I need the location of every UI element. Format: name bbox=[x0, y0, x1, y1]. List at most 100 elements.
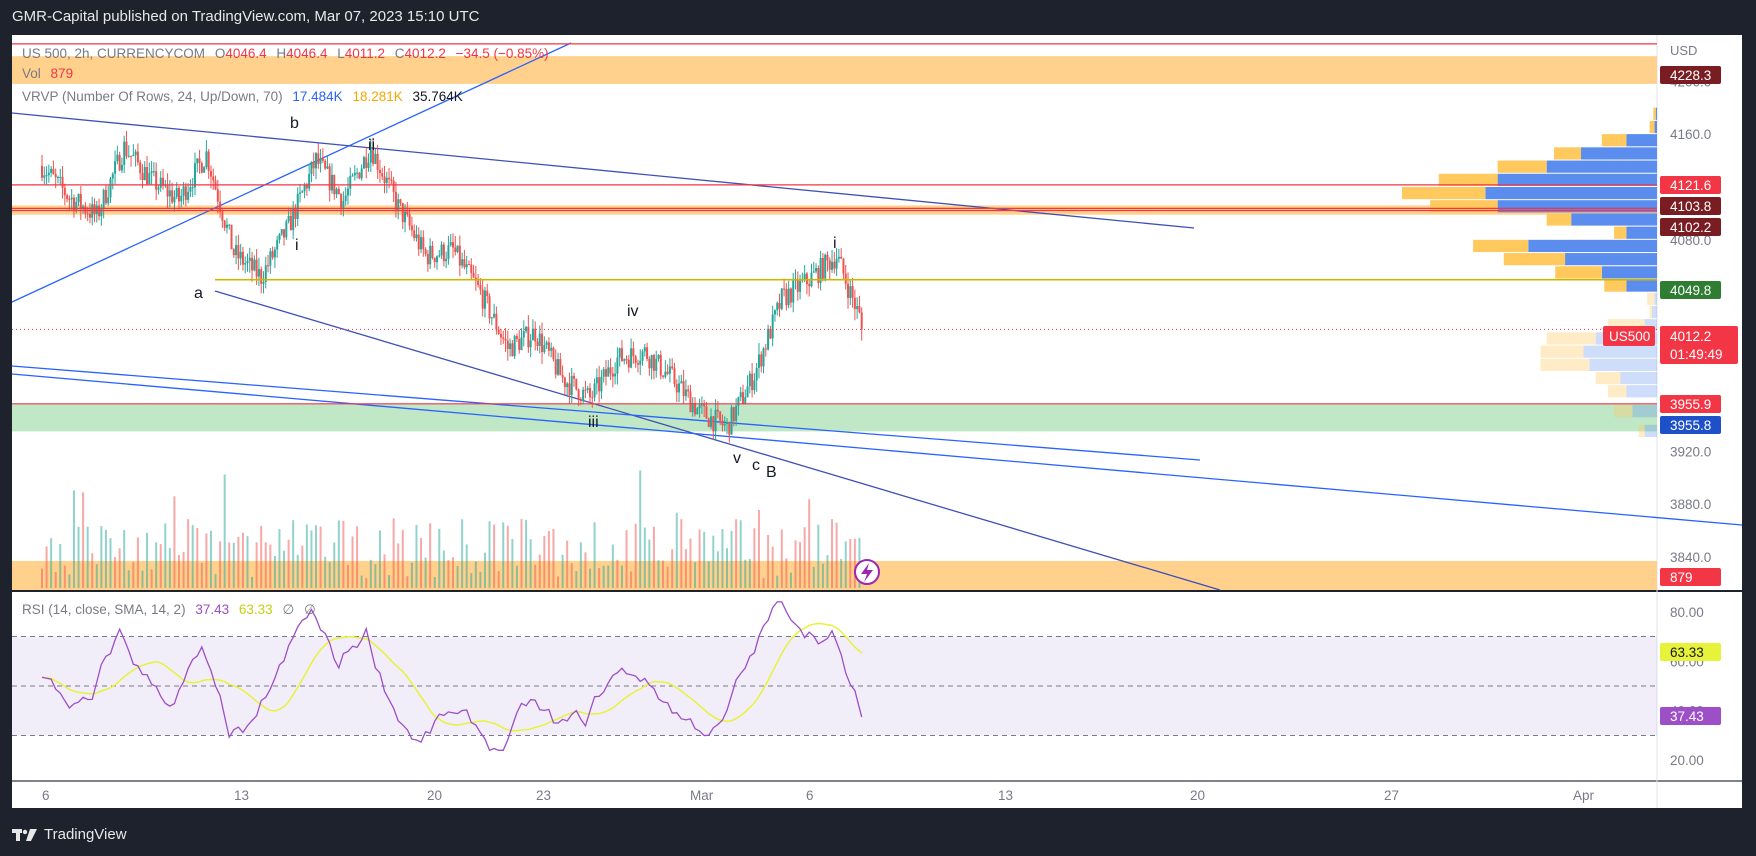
candle-body bbox=[566, 383, 569, 388]
low-value: 4011.2 bbox=[345, 46, 385, 61]
candle-body bbox=[356, 172, 359, 174]
candle-body bbox=[422, 237, 425, 250]
price-tag[interactable]: 3955.8 bbox=[1660, 416, 1721, 434]
candle-body bbox=[221, 211, 224, 221]
volume-tag-bg bbox=[1660, 568, 1721, 586]
candle-body bbox=[200, 163, 203, 173]
candle-body bbox=[257, 269, 260, 277]
candle-body bbox=[196, 158, 199, 164]
volume-bar bbox=[168, 548, 171, 588]
candle-body bbox=[436, 256, 439, 263]
vrvp-legend[interactable]: VRVP (Number Of Rows, 24, Up/Down, 70) 1… bbox=[22, 89, 463, 104]
volume-tag[interactable]: 879 bbox=[1660, 568, 1721, 586]
vp-row-down bbox=[1565, 253, 1657, 266]
price-tag[interactable]: 4228.3 bbox=[1660, 66, 1721, 84]
candle-body bbox=[796, 279, 799, 292]
trend-line[interactable] bbox=[11, 373, 1743, 526]
vp-row-up bbox=[1649, 305, 1653, 319]
volume-bar bbox=[461, 519, 464, 588]
candle-body bbox=[465, 264, 468, 268]
candle-body bbox=[678, 383, 681, 393]
candle-body bbox=[860, 312, 863, 330]
candle-body bbox=[162, 177, 165, 186]
price-tick: 3920.0 bbox=[1670, 444, 1711, 459]
volume-bar bbox=[675, 512, 678, 588]
current-price-tag[interactable]: US500 4012.2 01:49:49 bbox=[1603, 326, 1738, 364]
zone-volume-base[interactable] bbox=[12, 561, 1657, 590]
volume-bar bbox=[515, 565, 518, 588]
candle-body bbox=[531, 328, 534, 341]
rsi-legend[interactable]: RSI (14, close, SMA, 14, 2) 37.43 63.33 … bbox=[22, 602, 316, 617]
time-axis[interactable] bbox=[12, 782, 1742, 808]
volume-bar bbox=[442, 550, 445, 588]
candle-body bbox=[399, 199, 402, 204]
rsi-sma-line[interactable] bbox=[41, 622, 863, 732]
vp-row-up bbox=[1402, 186, 1486, 200]
candle-body bbox=[515, 336, 518, 339]
volume-bar bbox=[730, 531, 733, 588]
candle-body bbox=[157, 187, 160, 190]
candle-body bbox=[269, 251, 272, 266]
price-tag[interactable]: 4121.6 bbox=[1660, 176, 1721, 194]
time-tick: 13 bbox=[998, 788, 1013, 803]
price-tag[interactable]: 4102.2 bbox=[1660, 218, 1721, 236]
time-tick: 20 bbox=[1190, 788, 1205, 803]
rsi-tag-bg bbox=[1660, 707, 1721, 725]
volume-bar bbox=[465, 544, 468, 588]
rsi-tag[interactable]: 37.43 bbox=[1660, 707, 1721, 725]
vp-row-down bbox=[1626, 226, 1657, 239]
candle-body bbox=[52, 168, 55, 175]
vp-row-down bbox=[1655, 107, 1657, 120]
volume-bar bbox=[726, 548, 728, 588]
volume-label: Vol bbox=[22, 66, 41, 81]
candle-body bbox=[168, 190, 171, 197]
candle-body bbox=[557, 359, 560, 375]
candle-body bbox=[543, 344, 546, 353]
volume-bar bbox=[452, 557, 454, 588]
volume-legend[interactable]: Vol 879 bbox=[22, 66, 73, 81]
candle-body bbox=[792, 280, 795, 303]
rsi-extra-2: ∅ bbox=[304, 602, 316, 617]
rsi-line[interactable] bbox=[41, 601, 863, 752]
volume-bar bbox=[598, 567, 601, 588]
candle-body bbox=[267, 265, 270, 267]
trend-line[interactable] bbox=[214, 290, 1221, 591]
volume-bar bbox=[173, 496, 176, 588]
price-tick: 3840.0 bbox=[1670, 550, 1711, 565]
candle-body bbox=[623, 359, 626, 361]
volume-bar bbox=[821, 563, 824, 588]
candle-body bbox=[66, 195, 69, 199]
tradingview-logo[interactable]: TradingView bbox=[12, 826, 127, 843]
price-tag[interactable]: 4103.8 bbox=[1660, 197, 1721, 215]
candle-body bbox=[189, 187, 192, 192]
wave-label: a bbox=[194, 285, 203, 302]
vp-row-up bbox=[1604, 279, 1627, 292]
candle-body bbox=[467, 264, 470, 266]
close-label: C bbox=[395, 46, 405, 61]
candle-body bbox=[326, 166, 329, 169]
zone-resistance-top[interactable] bbox=[12, 56, 1657, 84]
vrvp-total: 35.764K bbox=[413, 89, 463, 104]
trend-line[interactable] bbox=[11, 42, 572, 303]
wave-label: i bbox=[833, 235, 837, 252]
candle-body bbox=[246, 261, 249, 264]
price-tag[interactable]: 3955.9 bbox=[1660, 395, 1721, 413]
candle-body bbox=[776, 302, 779, 311]
candle-body bbox=[184, 186, 187, 200]
price-pane[interactable] bbox=[12, 35, 1742, 590]
symbol-legend[interactable]: US 500, 2h, CURRENCYCOM O4046.4 H4046.4 … bbox=[22, 46, 549, 61]
candle-body bbox=[315, 153, 317, 169]
zone-support[interactable] bbox=[12, 403, 1657, 432]
rsi-tag[interactable]: 63.33 bbox=[1660, 643, 1721, 661]
trend-line[interactable] bbox=[11, 365, 1201, 461]
price-tag[interactable]: 4049.8 bbox=[1660, 281, 1721, 299]
volume-bar bbox=[232, 542, 235, 588]
lightning-icon[interactable] bbox=[854, 559, 880, 585]
candle-body bbox=[636, 363, 639, 365]
volume-bar bbox=[735, 519, 738, 588]
candle-body bbox=[780, 288, 783, 309]
candle-body bbox=[726, 422, 728, 424]
wave-label: i bbox=[295, 237, 299, 254]
candle-body bbox=[675, 384, 678, 393]
